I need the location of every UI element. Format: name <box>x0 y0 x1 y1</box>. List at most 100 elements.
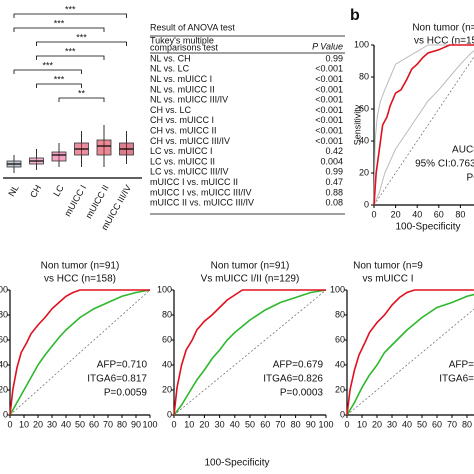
significance: ** <box>78 88 86 98</box>
significance: *** <box>76 32 87 42</box>
x-axis-label: 100-Specificity <box>204 458 269 469</box>
table-cell: <0.001 <box>315 64 343 74</box>
y-tick-label: 100 <box>330 284 345 294</box>
table-cell: <0.001 <box>315 115 343 125</box>
roc-curve <box>9 289 151 416</box>
x-tick-label: 70 <box>103 419 113 429</box>
y-tick-label: 80 <box>0 309 8 319</box>
annotation: ITGA6=0.817 <box>87 374 147 385</box>
roc-curve <box>173 289 326 416</box>
significance: *** <box>54 74 65 84</box>
significance: *** <box>65 4 76 14</box>
x-tick-label: 40 <box>230 419 240 429</box>
table-cell: NL vs. LC <box>150 64 190 74</box>
x-tick-label: 80 <box>455 209 465 219</box>
table-cell: mUICC I vs. mUICC II <box>150 177 238 187</box>
table-cell: 0.47 <box>325 177 343 187</box>
x-tick-label: 50 <box>75 419 85 429</box>
table-cell: 0.004 <box>320 156 343 166</box>
x-tick-label: 20 <box>199 419 209 429</box>
roc-curve <box>346 293 474 416</box>
table-cell: <0.001 <box>315 136 343 146</box>
table-cell: NL vs. mUICC II <box>150 84 215 94</box>
significance: *** <box>54 18 65 28</box>
x-tick-label: 20 <box>391 209 401 219</box>
table-cell: <0.001 <box>315 95 343 105</box>
x-tick-label: 90 <box>131 419 141 429</box>
y-tick-label: 20 <box>335 384 345 394</box>
x-tick-label: 40 <box>412 209 422 219</box>
y-tick-label: 0 <box>340 409 345 419</box>
panel-title: Non tumor (n=91) <box>41 261 120 272</box>
y-tick-label: 0 <box>3 409 8 419</box>
table-cell: LC vs. mUICC III/IV <box>150 167 229 177</box>
x-tick-label: 10 <box>184 419 194 429</box>
x-tick-label: 50 <box>245 419 255 429</box>
panel-title: Non tumor (n=9 <box>353 261 423 272</box>
x-tick-label: 30 <box>47 419 57 429</box>
table-cell: NL vs. CH <box>150 53 191 63</box>
bracket <box>36 41 127 46</box>
y-tick-label: 60 <box>359 103 369 113</box>
bracket <box>13 13 127 18</box>
box <box>96 139 112 156</box>
table-cell: CH vs. mUICC II <box>150 125 217 135</box>
table-cell: <0.001 <box>315 74 343 84</box>
x-tick-label: 60 <box>434 209 444 219</box>
table-cell: <0.001 <box>315 125 343 135</box>
x-tick-label: 60 <box>260 419 270 429</box>
axes <box>346 290 474 416</box>
significance: *** <box>42 60 53 70</box>
y-tick-label: 40 <box>162 359 172 369</box>
annotation: P< <box>466 173 474 184</box>
table-header: Tukey's multiple <box>150 35 214 45</box>
axes <box>373 45 474 206</box>
panel-title: Vs mUICC I/II (n=129) <box>201 274 300 285</box>
x-tick-label: 30 <box>215 419 225 429</box>
table-cell: 0.88 <box>325 187 343 197</box>
roc-curve <box>373 44 474 206</box>
roc-curve <box>373 44 474 206</box>
x-tick-label: 80 <box>462 419 472 429</box>
x-tick-label: 40 <box>61 419 71 429</box>
y-tick-label: 100 <box>157 284 172 294</box>
table-cell: NL vs. mUICC III/IV <box>150 95 228 105</box>
y-tick-label: 20 <box>0 384 8 394</box>
y-tick-label: 40 <box>0 359 8 369</box>
table-cell: 0.99 <box>325 167 343 177</box>
table-cell: mUICC II vs. mUICC III/IV <box>150 198 254 208</box>
reference <box>373 56 474 206</box>
table-cell: 0.42 <box>325 146 343 156</box>
roc-curve <box>9 289 150 416</box>
panel-title: vs HCC (n=158) <box>44 274 116 285</box>
table-cell: 0.99 <box>325 53 343 63</box>
table-title: Result of ANOVA test <box>150 22 235 32</box>
x-tick-label: 10 <box>19 419 29 429</box>
panel-title: Non tumor (n=94 <box>412 23 474 34</box>
x-axis-label: 100-Specificity <box>395 222 460 233</box>
panel-title: Non tumor (n=91) <box>211 261 290 272</box>
category-label: LC <box>51 183 66 198</box>
x-tick-label: 70 <box>447 419 457 429</box>
table-cell: CH vs. mUICC I <box>150 115 214 125</box>
y-tick-label: 60 <box>335 334 345 344</box>
table-cell: CH vs. mUICC III/IV <box>150 136 230 146</box>
category-label: NL <box>6 183 20 198</box>
roc-curve <box>346 289 474 416</box>
x-tick-label: 90 <box>306 419 316 429</box>
y-tick-label: 20 <box>162 384 172 394</box>
annotation: P=0.0003 <box>280 388 324 399</box>
bracket <box>58 97 105 102</box>
y-tick-label: 60 <box>162 334 172 344</box>
reference <box>346 308 474 416</box>
x-tick-label: 60 <box>432 419 442 429</box>
annotation: AFP=0.710 <box>97 360 148 371</box>
x-tick-label: 80 <box>117 419 127 429</box>
x-tick-label: 20 <box>33 419 43 429</box>
table-cell: LC vs. mUICC II <box>150 156 215 166</box>
y-tick-label: 100 <box>354 39 369 49</box>
reference <box>173 289 327 416</box>
y-tick-label: 0 <box>364 199 369 209</box>
table-cell: <0.001 <box>315 105 343 115</box>
